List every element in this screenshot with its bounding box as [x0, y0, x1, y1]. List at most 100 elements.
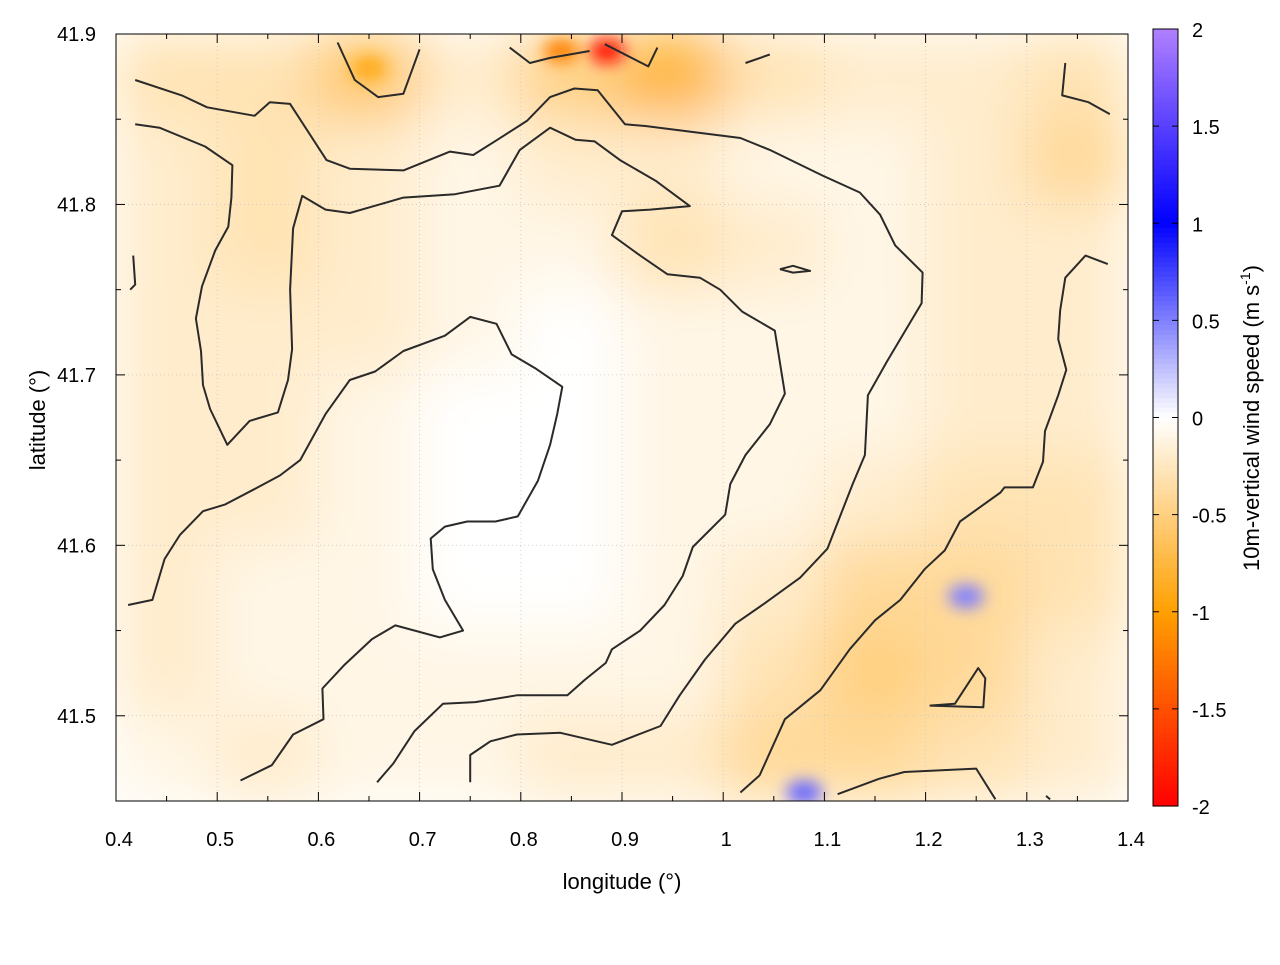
colorbar-swatch — [1153, 781, 1178, 788]
heatmap-cell — [417, 117, 523, 207]
colorbar-swatch — [1153, 514, 1178, 521]
heatmap-cell — [1024, 628, 1128, 718]
colorbar-swatch — [1153, 606, 1178, 613]
heatmap-cell — [518, 117, 624, 207]
heatmap-cell — [417, 543, 523, 633]
x-tick-label: 1.1 — [813, 829, 841, 851]
colorbar-swatch — [1153, 524, 1178, 530]
heatmap-cell — [620, 34, 726, 122]
colorbar-swatch — [1153, 718, 1178, 725]
y-axis-label: latitude (°) — [25, 370, 50, 471]
heatmap-cell — [923, 202, 1029, 292]
colorbar-swatch — [1153, 203, 1178, 210]
colorbar-swatch — [1153, 504, 1178, 511]
colorbar-tick-label: -1.5 — [1192, 700, 1226, 722]
colorbar-swatch — [1153, 757, 1178, 763]
colorbar-swatch — [1153, 616, 1178, 623]
heatmap-cell — [215, 628, 321, 718]
colorbar-swatch — [1153, 543, 1178, 550]
colorbar-swatch — [1153, 548, 1178, 555]
x-tick-label: 0.6 — [307, 829, 335, 851]
contour-line — [739, 254, 1109, 794]
heatmap-cells — [116, 34, 1128, 801]
heatmap-cell — [116, 628, 220, 718]
colorbar-swatch — [1153, 184, 1178, 190]
colorbar-swatch — [1153, 645, 1178, 652]
contour-lines — [127, 42, 1111, 801]
colorbar-swatch — [1153, 315, 1178, 321]
colorbar-swatch — [1153, 577, 1178, 584]
colorbar-swatch — [1153, 801, 1178, 807]
heatmap-cell — [116, 543, 220, 633]
contour-line — [837, 767, 997, 800]
colorbar-swatch — [1153, 534, 1178, 540]
heatmap-cell — [316, 458, 422, 548]
colorbar-swatch — [1153, 247, 1178, 253]
colorbar-swatch — [1153, 296, 1178, 302]
heatmap-cell — [721, 287, 827, 377]
colorbar-swatch — [1153, 266, 1178, 273]
colorbar-swatch — [1153, 767, 1178, 773]
heatmap-cell — [822, 202, 928, 292]
colorbar-swatch — [1153, 276, 1178, 283]
colorbar-swatch — [1153, 198, 1178, 205]
colorbar-swatch — [1153, 72, 1178, 79]
heatmap-cell — [417, 458, 523, 548]
colorbar-swatch — [1153, 451, 1178, 457]
colorbar-swatch — [1153, 762, 1178, 768]
colorbar-swatch — [1153, 733, 1178, 739]
colorbar-swatch — [1153, 62, 1178, 69]
colorbar-swatch — [1153, 650, 1178, 657]
colorbar-label-main: 10m-vertical wind speed (m s — [1239, 285, 1264, 571]
colorbar-swatch — [1153, 568, 1178, 574]
heatmap-cell — [417, 34, 523, 122]
colorbar-swatch — [1153, 699, 1178, 705]
colorbar-swatch — [1153, 320, 1178, 326]
heatmap-cell — [316, 628, 422, 718]
heatmap-cell — [1024, 713, 1128, 801]
contour-line — [336, 42, 421, 99]
colorbar-swatch — [1153, 708, 1178, 715]
x-tick-label: 0.9 — [611, 829, 639, 851]
colorbar-swatch — [1153, 747, 1178, 754]
colorbar-swatch — [1153, 96, 1178, 103]
colorbar-swatch — [1153, 470, 1178, 477]
colorbar-swatch — [1153, 179, 1178, 185]
heatmap-cell — [620, 372, 726, 463]
colorbar-swatch — [1153, 101, 1178, 108]
colorbar-swatch — [1153, 713, 1178, 720]
y-tick-label: 41.7 — [57, 365, 96, 387]
heatmap-cell — [518, 628, 624, 718]
heatmap-cell — [923, 34, 1029, 122]
heatmap-cell — [417, 372, 523, 463]
colorbar-swatch — [1153, 704, 1178, 710]
colorbar-swatch — [1153, 364, 1178, 370]
heatmap-cell — [518, 202, 624, 292]
colorbar-swatch — [1153, 271, 1178, 278]
colorbar-swatch — [1153, 111, 1178, 118]
colorbar-swatch — [1153, 636, 1178, 642]
colorbar-swatch — [1153, 349, 1178, 355]
colorbar-swatch — [1153, 130, 1178, 137]
colorbar-swatch — [1153, 427, 1178, 433]
colorbar-swatch — [1153, 213, 1178, 219]
colorbar-swatch — [1153, 602, 1178, 608]
heatmap-cell — [620, 628, 726, 718]
heatmap-cell — [923, 372, 1029, 463]
heatmap-cell — [518, 458, 624, 548]
colorbar-swatch — [1153, 529, 1178, 535]
x-tick-label: 0.8 — [510, 829, 538, 851]
colorbar-swatch — [1153, 135, 1178, 142]
heatmap-cell — [1024, 34, 1128, 122]
colorbar-swatch — [1153, 232, 1178, 239]
colorbar-swatch — [1153, 611, 1178, 618]
colorbar-swatch — [1153, 466, 1178, 472]
colorbar-swatch — [1153, 383, 1178, 389]
contour-line — [779, 264, 812, 274]
heatmap-cell — [822, 628, 928, 718]
heatmap-cell — [923, 287, 1029, 377]
heatmap-cell — [620, 458, 726, 548]
colorbar-swatch — [1153, 373, 1178, 380]
y-tick-label: 41.9 — [57, 24, 96, 46]
